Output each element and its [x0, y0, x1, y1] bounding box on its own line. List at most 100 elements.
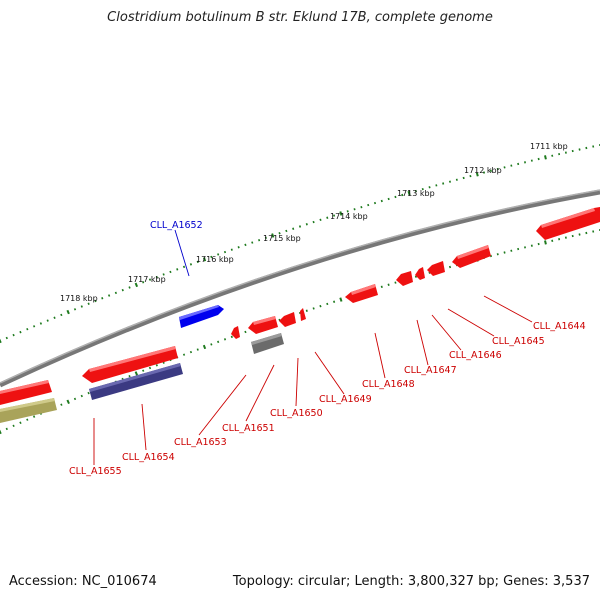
gene-label-CLL_A1651[interactable]: CLL_A1651 [222, 423, 275, 434]
gene-CLL_A1650[interactable] [279, 312, 296, 327]
minor-tick [373, 201, 377, 205]
minor-tick [155, 275, 158, 279]
gene-CLL_A1651-grey[interactable] [251, 333, 284, 354]
gene-label-CLL_A1646[interactable]: CLL_A1646 [449, 350, 502, 361]
minor-tick [258, 238, 261, 242]
major-tick [544, 155, 547, 160]
minor-tick [19, 421, 22, 425]
gene-CLL_A1646[interactable] [415, 267, 425, 280]
gene-CLL_A1654-red[interactable] [82, 346, 178, 383]
gene-label-CLL_A1654[interactable]: CLL_A1654 [122, 452, 175, 463]
minor-tick [223, 250, 227, 254]
gene-label-CLL_A1645[interactable]: CLL_A1645 [492, 336, 545, 347]
minor-tick [121, 288, 124, 292]
minor-tick [312, 307, 315, 310]
gene-CLL_A1655-red[interactable] [0, 380, 52, 405]
minor-tick [346, 210, 349, 213]
minor-tick [148, 278, 152, 281]
minor-tick [217, 253, 220, 256]
minor-tick [319, 218, 322, 222]
minor-tick [39, 322, 43, 325]
minor-tick [87, 302, 90, 305]
minor-tick [210, 343, 213, 346]
gene-CLL_A1655[interactable] [0, 398, 57, 423]
minor-tick [264, 236, 267, 240]
gene-label-CLL_A1648[interactable]: CLL_A1648 [362, 379, 415, 390]
gene-CLL_A1652[interactable] [179, 305, 224, 328]
minor-tick [496, 253, 499, 256]
minor-tick [60, 403, 63, 406]
minor-tick [387, 197, 390, 201]
minor-tick [60, 313, 63, 317]
outer-scale-ticks [0, 144, 600, 344]
minor-tick [223, 338, 227, 341]
minor-tick [333, 214, 336, 217]
minor-tick [107, 294, 111, 297]
minor-tick [196, 348, 199, 351]
minor-tick [421, 187, 424, 191]
minor-tick [32, 325, 36, 328]
minor-tick [387, 283, 390, 286]
minor-tick [585, 146, 588, 150]
gene-label-CLL_A1644[interactable]: CLL_A1644 [533, 321, 586, 332]
major-tick [407, 190, 411, 196]
gene-label-CLL_A1652[interactable]: CLL_A1652 [150, 220, 203, 231]
minor-tick [578, 233, 581, 236]
minor-tick [87, 391, 90, 395]
gene-label-CLL_A1650[interactable]: CLL_A1650 [270, 408, 323, 419]
minor-tick [326, 216, 329, 219]
minor-tick [12, 333, 15, 337]
scale-label: 1716 kbp [196, 255, 234, 264]
minor-tick [142, 281, 145, 284]
minor-tick [26, 327, 29, 331]
gene-CLL_A1648[interactable] [345, 284, 378, 303]
gene-CLL_A1645[interactable] [427, 261, 445, 276]
minor-tick [128, 286, 131, 289]
minor-tick [551, 239, 554, 242]
minor-tick [189, 350, 193, 354]
minor-tick [394, 281, 397, 284]
gene-label-CLL_A1647[interactable]: CLL_A1647 [404, 365, 457, 376]
major-tick [0, 429, 2, 435]
minor-tick [333, 300, 336, 303]
minor-tick [292, 227, 295, 230]
minor-tick [101, 297, 104, 300]
minor-tick [537, 157, 540, 161]
minor-tick [73, 308, 77, 311]
gene-CLL_A1651[interactable] [248, 316, 278, 334]
minor-tick [326, 302, 329, 306]
accession-text: Accession: NC_010674 [9, 574, 157, 589]
minor-tick [244, 243, 247, 247]
minor-tick [298, 225, 302, 228]
minor-tick [578, 148, 581, 151]
gene-label-CLL_A1649[interactable]: CLL_A1649 [319, 394, 372, 405]
gene-CLL_A1653[interactable] [231, 326, 240, 339]
gene-CLL_A1644[interactable] [452, 245, 491, 268]
minor-tick [80, 305, 83, 308]
minor-tick [483, 171, 486, 174]
minor-tick [169, 270, 172, 274]
minor-tick [155, 364, 158, 367]
major-tick [271, 233, 275, 238]
major-tick [134, 282, 139, 288]
minor-tick [189, 263, 193, 266]
scale-label: 1715 kbp [263, 234, 301, 243]
gene-far-right[interactable] [536, 207, 600, 240]
minor-tick [414, 275, 417, 278]
minor-tick [80, 394, 83, 398]
minor-tick [32, 415, 36, 418]
map-title: Clostridium botulinum B str. Eklund 17B,… [107, 10, 493, 25]
gene-CLL_A1649[interactable] [300, 308, 306, 321]
minor-tick [182, 353, 186, 356]
gene-CLL_A1647[interactable] [396, 271, 413, 286]
gene-label-CLL_A1655[interactable]: CLL_A1655 [69, 466, 122, 477]
gene-CLL_A1654[interactable] [89, 363, 183, 400]
minor-tick [448, 180, 452, 183]
minor-tick [435, 184, 438, 187]
major-tick [339, 211, 343, 216]
minor-tick [278, 232, 281, 235]
minor-tick [128, 375, 131, 378]
gene-label-CLL_A1653[interactable]: CLL_A1653 [174, 437, 227, 448]
minor-tick [510, 164, 513, 167]
